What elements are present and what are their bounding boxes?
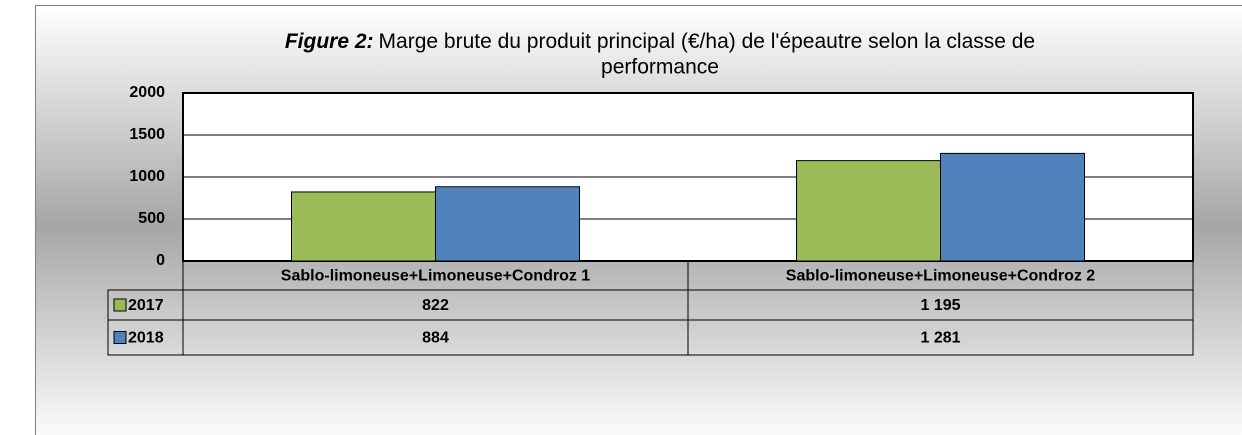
legend-label: 2017	[128, 297, 164, 314]
data-label: 884	[422, 330, 449, 347]
category-label: Sablo-limoneuse+Limoneuse+Condroz 2	[786, 268, 1095, 285]
legend-swatch	[113, 331, 127, 344]
y-tick-label: 1500	[129, 126, 165, 143]
data-label: 822	[422, 297, 449, 314]
title-text: Marge brute du produit principal (€/ha) …	[379, 30, 1036, 53]
y-tick-label: 1000	[129, 168, 165, 185]
y-tick-label: 2000	[129, 84, 165, 101]
chart-title-line2: performance	[601, 56, 719, 79]
legend-swatch	[113, 298, 127, 312]
category-label: Sablo-limoneuse+Limoneuse+Condroz 1	[281, 268, 590, 285]
data-label: 1 281	[920, 330, 960, 347]
legend-label: 2018	[128, 330, 164, 347]
data-label: 1 195	[920, 297, 960, 314]
y-tick-label: 0	[156, 252, 165, 269]
bar	[291, 191, 436, 262]
y-tick-label: 500	[138, 210, 165, 227]
bar	[796, 160, 941, 262]
bar	[435, 186, 580, 262]
chart-title: Figure 2: Marge brute du produit principa…	[285, 30, 1035, 53]
bar	[940, 152, 1085, 262]
title-label: Figure 2:	[285, 30, 374, 53]
